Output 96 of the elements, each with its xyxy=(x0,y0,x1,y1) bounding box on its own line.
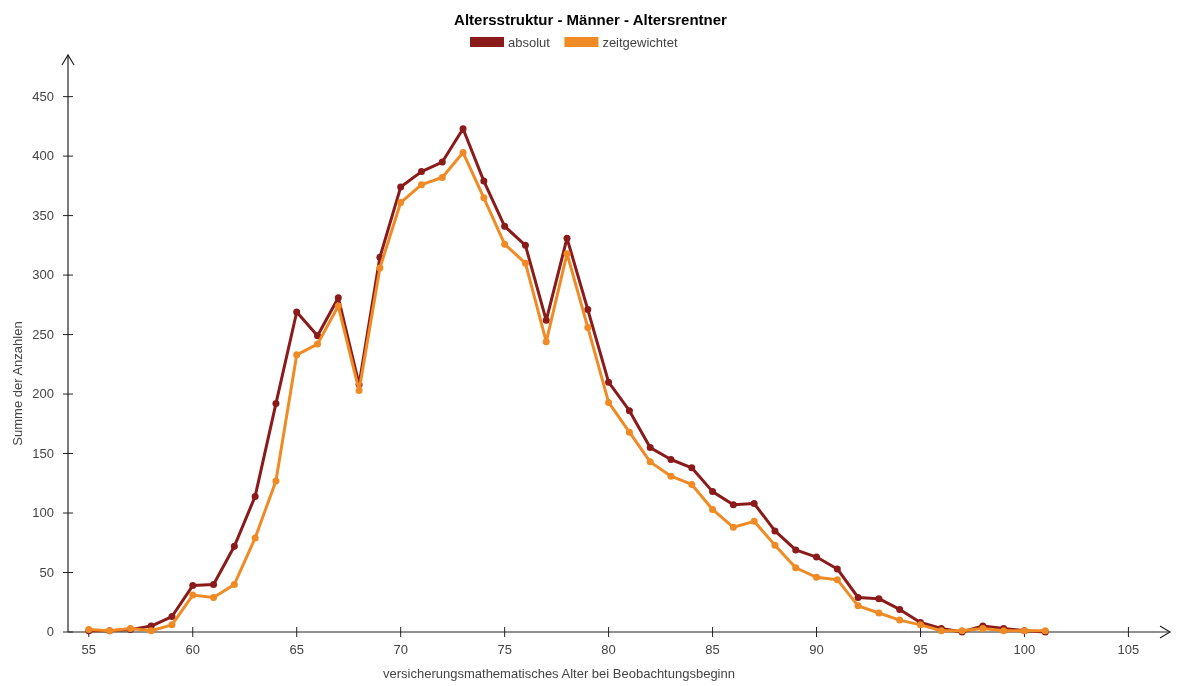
legend-label: zeitgewichtet xyxy=(602,35,678,50)
point xyxy=(875,595,883,603)
point xyxy=(625,407,633,415)
point xyxy=(667,472,675,480)
point xyxy=(189,591,197,599)
y-tick-label: 250 xyxy=(32,326,54,342)
point xyxy=(189,582,197,590)
point xyxy=(813,553,821,561)
legend-label: absolut xyxy=(508,35,551,50)
x-tick-label: 85 xyxy=(705,642,720,657)
y-tick-label: 450 xyxy=(32,88,54,104)
point xyxy=(792,546,800,554)
y-tick-label: 400 xyxy=(32,148,54,164)
point xyxy=(501,222,509,230)
point xyxy=(314,332,322,340)
point xyxy=(750,500,758,508)
point xyxy=(584,306,592,314)
point xyxy=(646,458,654,466)
point xyxy=(729,501,737,509)
point xyxy=(875,609,883,617)
point xyxy=(459,125,467,133)
x-tick-label: 105 xyxy=(1117,642,1140,657)
point xyxy=(230,580,238,588)
point xyxy=(667,456,675,463)
x-tick-label: 80 xyxy=(601,642,616,657)
y-tick-label: 200 xyxy=(32,386,54,402)
point xyxy=(563,250,571,258)
point xyxy=(251,534,259,542)
x-tick-label: 95 xyxy=(913,642,928,657)
point xyxy=(813,573,821,581)
point xyxy=(210,580,218,588)
point xyxy=(230,542,238,550)
point xyxy=(854,602,862,610)
point xyxy=(584,323,592,331)
point xyxy=(521,241,529,249)
x-tick-label: 60 xyxy=(185,642,200,657)
point xyxy=(168,613,176,621)
chart-title: Altersstruktur - Männer - Altersrentner xyxy=(454,11,728,28)
y-tick-label: 350 xyxy=(32,207,54,223)
point xyxy=(251,492,259,500)
point xyxy=(314,340,322,348)
y-tick-label: 300 xyxy=(32,267,54,283)
x-tick-label: 55 xyxy=(81,642,97,657)
point xyxy=(168,621,176,629)
point xyxy=(771,541,779,549)
y-tick-label: 150 xyxy=(32,445,54,461)
point xyxy=(771,527,779,535)
point xyxy=(334,302,342,310)
point xyxy=(293,308,301,316)
point xyxy=(417,181,425,189)
y-tick-label: 0 xyxy=(46,624,54,639)
point xyxy=(501,240,509,248)
point xyxy=(521,259,529,267)
point xyxy=(293,351,301,359)
point xyxy=(896,616,904,624)
point xyxy=(792,564,800,572)
point xyxy=(646,444,654,452)
point xyxy=(417,168,425,176)
x-tick-label: 70 xyxy=(393,642,408,657)
point xyxy=(605,398,613,406)
point xyxy=(688,480,696,488)
x-axis-title: versicherungsmathematisches Alter bei Beobachtungsbeginn xyxy=(383,666,735,681)
point xyxy=(854,594,862,601)
point xyxy=(272,477,280,485)
point xyxy=(750,517,758,525)
point xyxy=(833,565,841,573)
point xyxy=(480,194,488,202)
point xyxy=(210,594,218,601)
point xyxy=(334,294,342,302)
point xyxy=(355,386,363,394)
y-axis-title: Summe der Anzahlen xyxy=(10,321,25,446)
point xyxy=(709,505,717,513)
point xyxy=(397,183,405,191)
x-tick-label: 100 xyxy=(1013,642,1036,657)
point xyxy=(563,234,571,242)
point xyxy=(147,627,155,635)
point xyxy=(709,488,717,496)
point xyxy=(397,199,405,207)
point xyxy=(376,264,384,272)
x-tick-label: 65 xyxy=(289,642,304,657)
point xyxy=(625,428,633,436)
point xyxy=(438,174,446,182)
point xyxy=(605,378,613,386)
x-tick-label: 90 xyxy=(809,642,824,657)
point xyxy=(729,523,737,531)
y-tick-label: 100 xyxy=(32,505,54,521)
point xyxy=(833,576,841,584)
point xyxy=(688,464,696,472)
point xyxy=(542,316,550,324)
point xyxy=(438,158,446,166)
point xyxy=(542,338,550,346)
point xyxy=(480,177,488,185)
point xyxy=(272,400,280,408)
point xyxy=(896,605,904,613)
y-tick-label: 50 xyxy=(39,564,54,580)
x-tick-label: 75 xyxy=(497,642,512,657)
